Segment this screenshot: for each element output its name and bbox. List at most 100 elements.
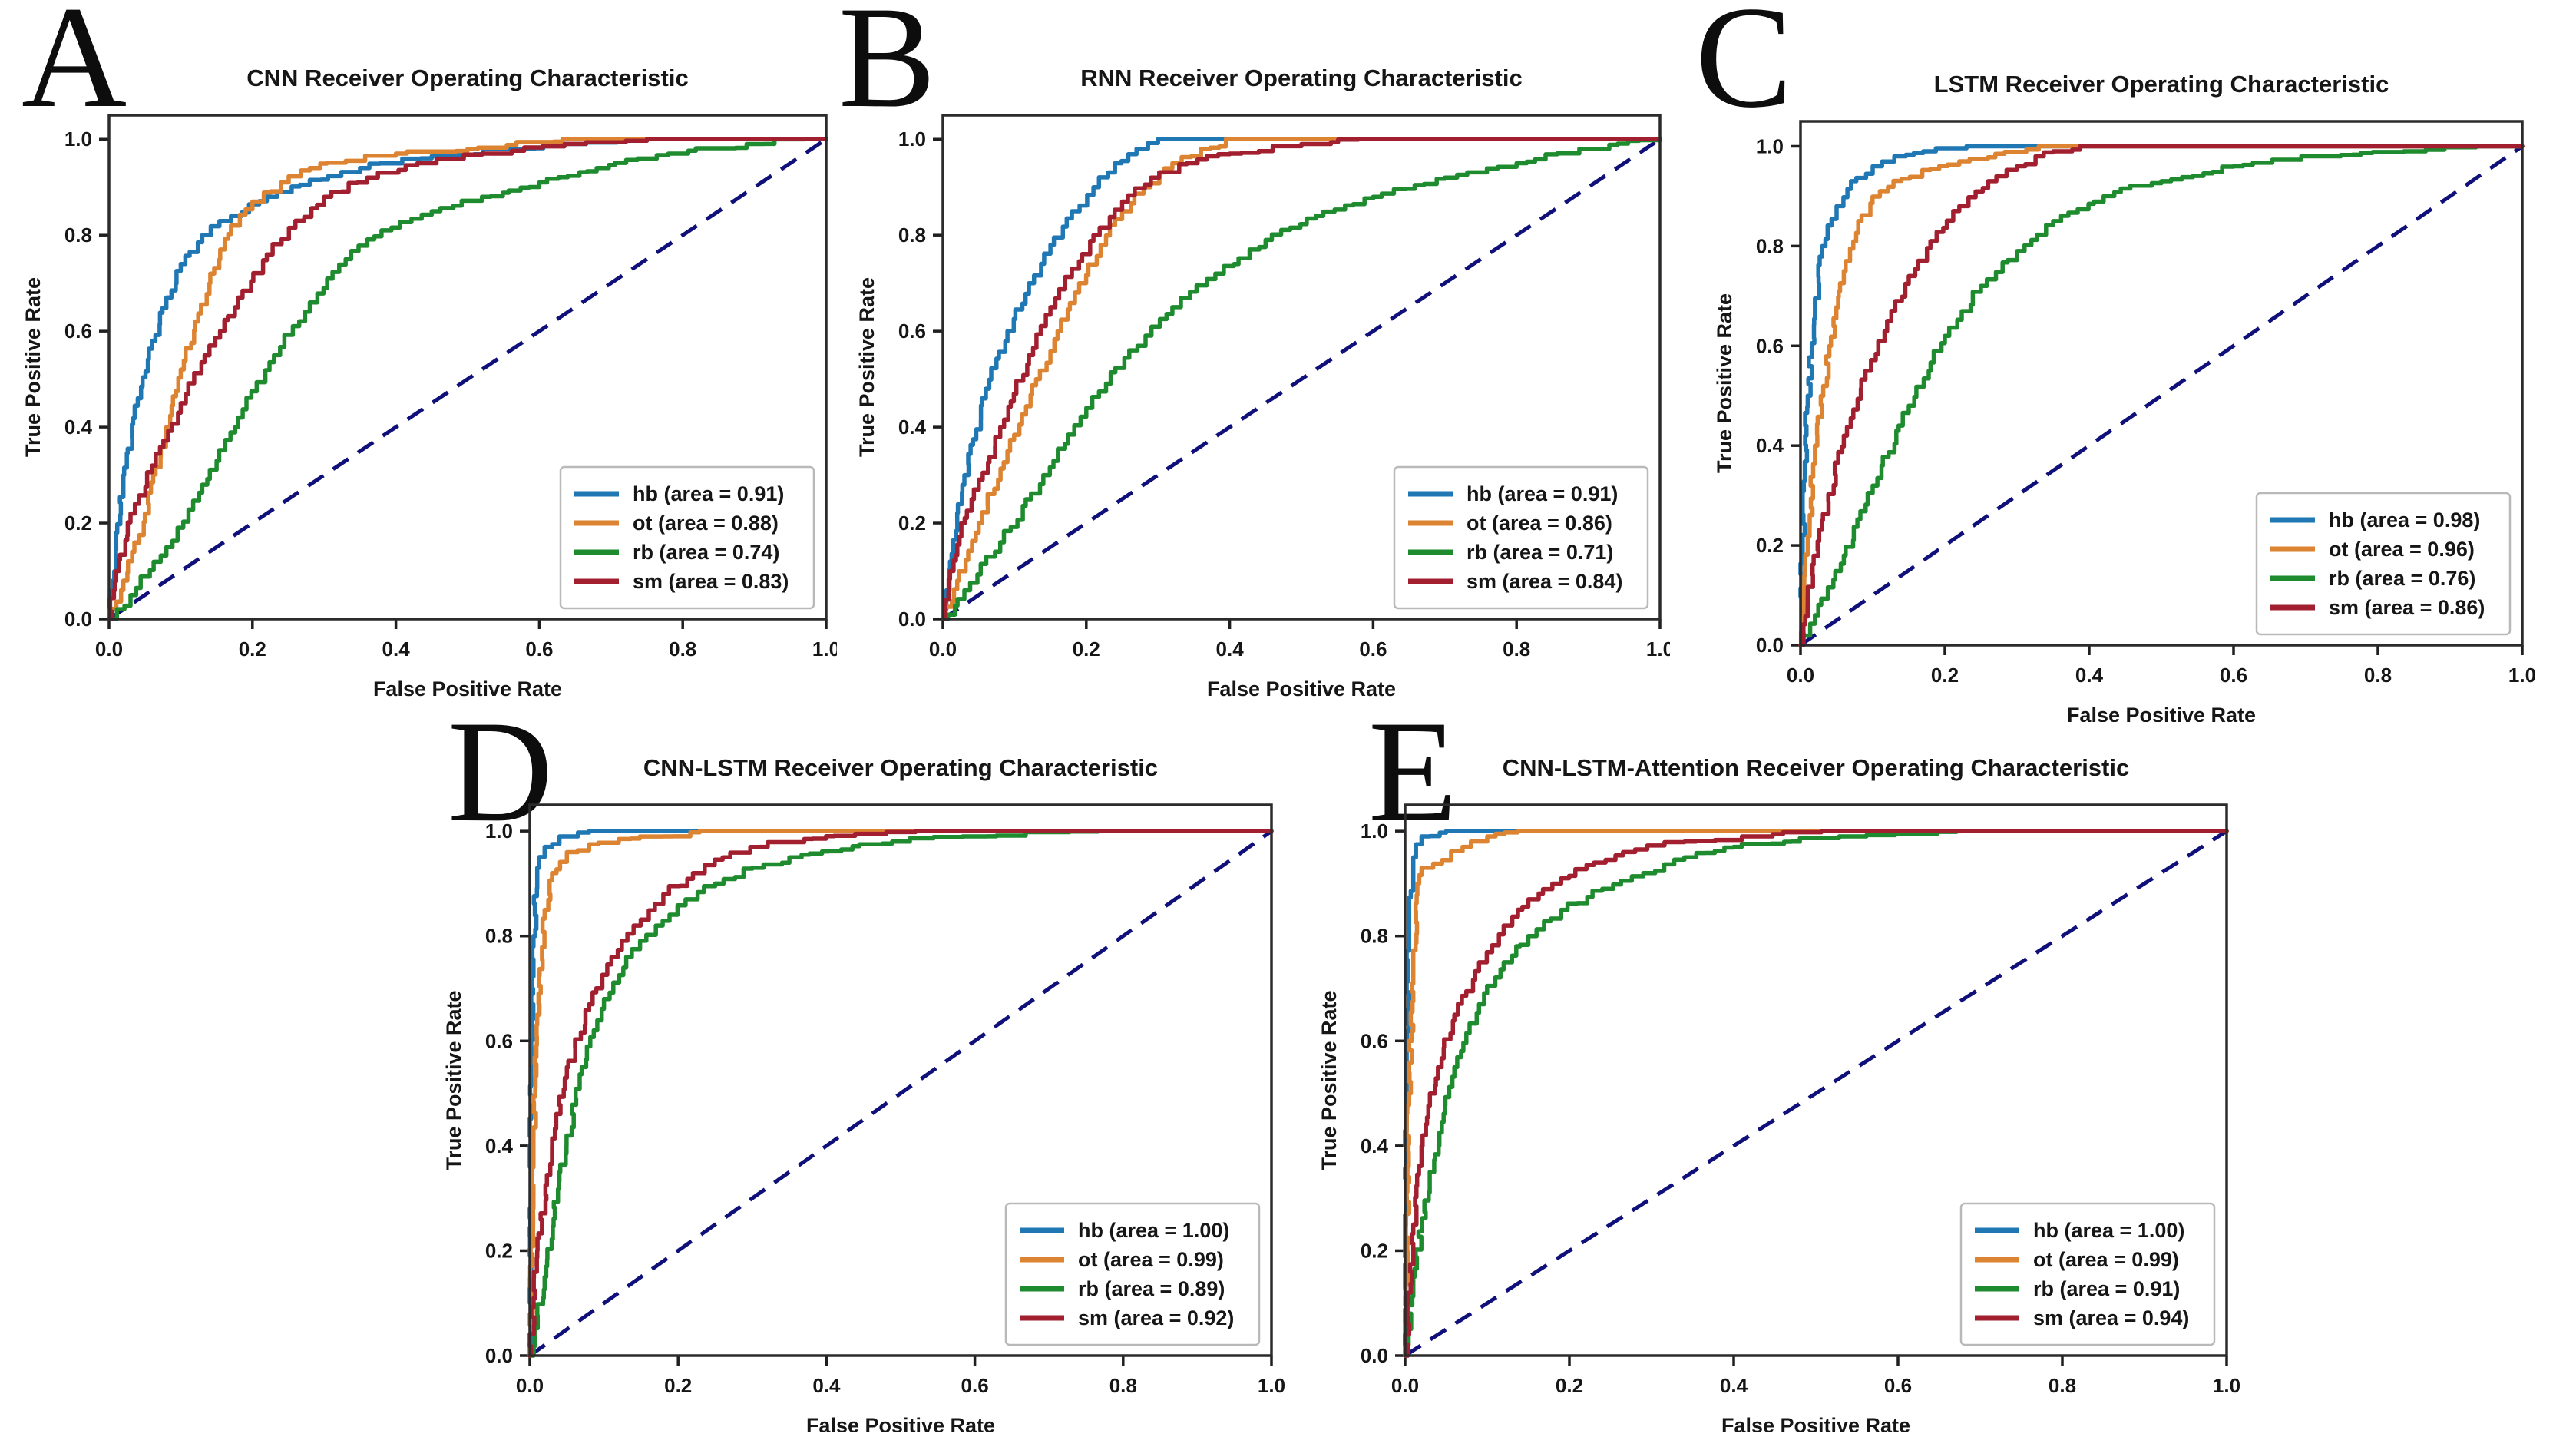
panel-letter-d: D xyxy=(448,691,554,853)
legend-label-sm: sm (area = 0.83) xyxy=(633,570,789,593)
x-tick-label: 0.6 xyxy=(961,1374,989,1397)
legend: hb (area = 0.91) ot (area = 0.88) rb (area… xyxy=(559,465,815,610)
y-tick-label: 0.0 xyxy=(898,608,926,631)
x-tick-label: 0.0 xyxy=(1787,664,1814,687)
axes-box xyxy=(107,114,828,621)
x-tick-label: 0.4 xyxy=(812,1374,841,1397)
y-tick-label: 0.6 xyxy=(64,320,92,343)
diagonal-reference-line xyxy=(1404,829,2228,1358)
x-tick-label: 0.0 xyxy=(516,1374,544,1397)
legend-label-ot: ot (area = 0.99) xyxy=(1078,1248,1224,1271)
roc-curve-sm xyxy=(107,137,828,621)
legend-label-hb: hb (area = 1.00) xyxy=(1078,1219,1229,1242)
y-tick-label: 0.0 xyxy=(64,608,92,631)
legend-label-ot: ot (area = 0.86) xyxy=(1467,512,1612,535)
axes-box xyxy=(1404,803,2228,1357)
chart-title: CNN-LSTM Receiver Operating Characterist… xyxy=(643,754,1158,781)
legend-label-hb: hb (area = 1.00) xyxy=(2033,1219,2184,1242)
x-axis-label: False Positive Rate xyxy=(2067,704,2256,722)
y-tick-label: 1.0 xyxy=(898,127,926,151)
legend-box xyxy=(1959,1202,2216,1346)
diagonal-reference-line xyxy=(941,137,1662,621)
y-tick-label: 0.0 xyxy=(485,1344,513,1367)
roc-chart-lstm: LSTM Receiver Operating Characteristic Fa… xyxy=(1713,71,2536,722)
roc-curve-rb xyxy=(527,829,1274,1358)
legend-label-sm: sm (area = 0.92) xyxy=(1078,1306,1234,1329)
y-tick-label: 0.4 xyxy=(1756,434,1784,457)
x-tick-label: 0.8 xyxy=(1503,637,1530,661)
x-tick-label: 0.2 xyxy=(1073,637,1100,661)
x-tick-label: 0.2 xyxy=(1556,1374,1583,1397)
roc-curve-rb xyxy=(1798,144,2525,647)
panel-letter-a: A xyxy=(21,0,127,138)
legend-box xyxy=(2255,492,2512,636)
y-tick-label: 0.4 xyxy=(64,416,93,439)
x-tick-label: 0.6 xyxy=(1359,637,1387,661)
x-tick-label: 0.8 xyxy=(2364,664,2392,687)
legend: hb (area = 0.91) ot (area = 0.86) rb (area… xyxy=(1393,465,1649,610)
panel-letter-c: C xyxy=(1695,0,1793,138)
y-axis-label: True Positive Rate xyxy=(442,990,465,1170)
legend: hb (area = 1.00) ot (area = 0.99) rb (area… xyxy=(1004,1202,1261,1346)
axes-box xyxy=(1799,120,2524,647)
roc-curve-rb xyxy=(941,137,1662,621)
y-tick-label: 0.6 xyxy=(898,320,926,343)
x-tick-label: 1.0 xyxy=(812,637,837,661)
x-tick-label: 0.4 xyxy=(1216,637,1245,661)
y-tick-label: 0.0 xyxy=(1756,634,1784,657)
x-tick-label: 0.2 xyxy=(664,1374,692,1397)
y-tick-label: 1.0 xyxy=(1756,134,1784,157)
y-tick-label: 0.4 xyxy=(1361,1134,1389,1157)
y-tick-label: 0.6 xyxy=(1361,1029,1388,1052)
diagonal-reference-line xyxy=(107,137,828,621)
y-tick-label: 0.8 xyxy=(1361,925,1388,948)
x-tick-label: 0.2 xyxy=(239,637,266,661)
y-tick-label: 0.2 xyxy=(898,512,926,535)
y-tick-label: 0.4 xyxy=(898,416,927,439)
legend-label-rb: rb (area = 0.74) xyxy=(633,541,779,564)
x-tick-label: 0.6 xyxy=(2220,664,2247,687)
panel-letter-e: E xyxy=(1368,691,1458,853)
legend-box xyxy=(1004,1202,1261,1346)
y-tick-label: 0.2 xyxy=(1756,534,1784,557)
x-tick-label: 0.4 xyxy=(2075,664,2104,687)
axes-box xyxy=(941,114,1662,621)
y-axis-label: True Positive Rate xyxy=(855,277,878,457)
x-axis-label: False Positive Rate xyxy=(1721,1414,1910,1432)
legend: hb (area = 1.00) ot (area = 0.99) rb (area… xyxy=(1959,1202,2216,1346)
x-tick-label: 1.0 xyxy=(2508,664,2536,687)
legend-box xyxy=(1393,465,1649,610)
x-tick-label: 1.0 xyxy=(1646,637,1670,661)
x-tick-label: 0.2 xyxy=(1931,664,1959,687)
chart-title: RNN Receiver Operating Characteristic xyxy=(1080,65,1522,91)
diagonal-reference-line xyxy=(528,829,1273,1358)
panel-letter-b: B xyxy=(838,0,936,138)
legend: hb (area = 0.98) ot (area = 0.96) rb (area… xyxy=(2255,492,2512,636)
roc-curve-sm xyxy=(527,829,1274,1358)
diagonal-reference-line xyxy=(1799,144,2524,647)
roc-curve-rb xyxy=(1403,829,2229,1358)
legend-label-rb: rb (area = 0.71) xyxy=(1467,541,1613,564)
legend-label-hb: hb (area = 0.91) xyxy=(633,482,784,505)
roc-chart-cnn: CNN Receiver Operating Characteristic Fal… xyxy=(21,65,837,699)
y-tick-label: 0.2 xyxy=(485,1239,513,1262)
y-tick-label: 0.6 xyxy=(485,1029,513,1052)
x-tick-label: 1.0 xyxy=(2213,1374,2240,1397)
x-tick-label: 0.6 xyxy=(1884,1374,1912,1397)
roc-curve-rb xyxy=(107,137,828,621)
x-tick-label: 0.0 xyxy=(929,637,957,661)
roc-chart-cnn-lstm-attention: CNN-LSTM-Attention Receiver Operating Ch… xyxy=(1321,754,2240,1432)
legend-label-ot: ot (area = 0.99) xyxy=(2033,1248,2179,1271)
legend-label-ot: ot (area = 0.88) xyxy=(633,512,779,535)
roc-chart-cnn-lstm: CNN-LSTM Receiver Operating Characterist… xyxy=(442,754,1285,1432)
x-axis-label: False Positive Rate xyxy=(806,1414,995,1432)
y-tick-label: 0.2 xyxy=(1361,1239,1388,1262)
roc-curve-ot xyxy=(107,137,828,621)
x-tick-label: 0.8 xyxy=(2049,1374,2076,1397)
legend-box xyxy=(559,465,815,610)
chart-title: CNN-LSTM-Attention Receiver Operating Ch… xyxy=(1503,754,2129,781)
y-tick-label: 0.8 xyxy=(64,223,92,247)
x-axis-label: False Positive Rate xyxy=(373,677,562,699)
y-tick-label: 1.0 xyxy=(1361,819,1388,843)
y-tick-label: 0.8 xyxy=(485,925,513,948)
